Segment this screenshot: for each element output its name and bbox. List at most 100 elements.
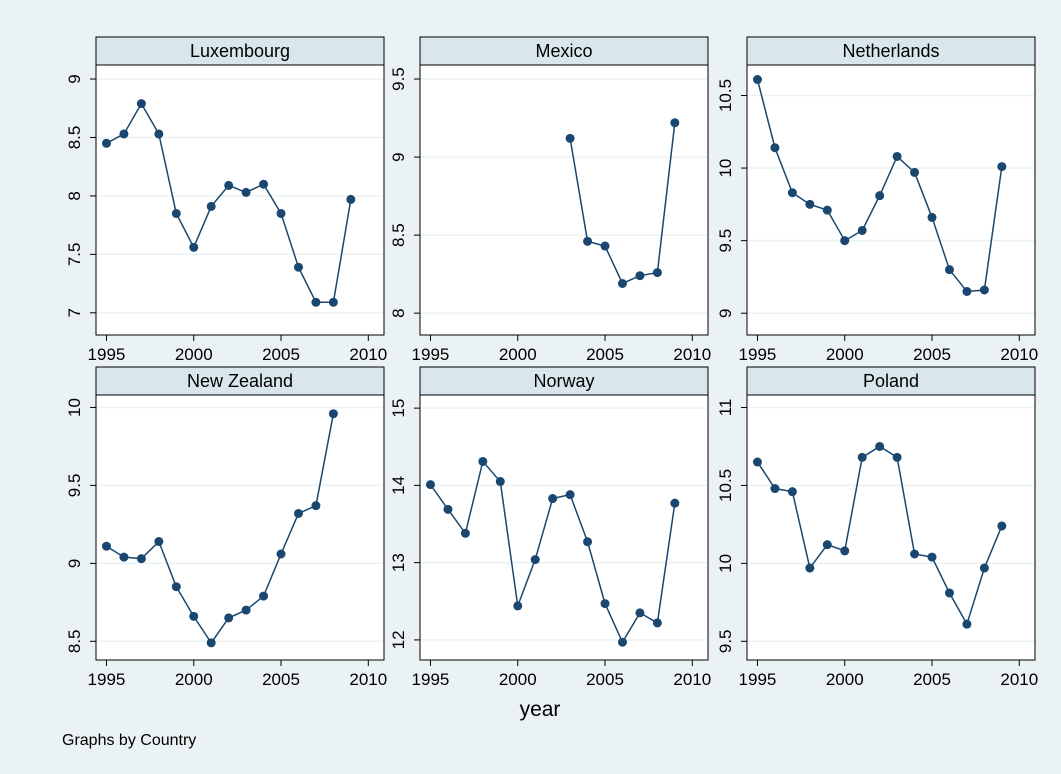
- y-tick-label: 8.5: [389, 223, 408, 247]
- point: [600, 599, 610, 609]
- point: [276, 549, 286, 559]
- y-tick-label: 9: [65, 74, 84, 83]
- point: [425, 480, 435, 490]
- plot-area: [95, 394, 385, 661]
- point: [241, 187, 251, 197]
- point: [787, 188, 797, 198]
- point: [962, 286, 972, 296]
- point: [997, 162, 1007, 172]
- point: [311, 501, 321, 511]
- point: [276, 208, 286, 218]
- x-tick-label: 2005: [913, 345, 951, 364]
- y-tick-label: 10.5: [716, 469, 735, 502]
- strip: [95, 36, 385, 66]
- point: [840, 546, 850, 556]
- point: [548, 494, 558, 504]
- point: [293, 262, 303, 272]
- point: [600, 241, 610, 251]
- point: [189, 242, 199, 252]
- point: [565, 490, 575, 500]
- point: [652, 268, 662, 278]
- point: [617, 637, 627, 647]
- point: [979, 285, 989, 295]
- strip: [746, 36, 1036, 66]
- point: [910, 167, 920, 177]
- panel-title: Mexico: [535, 41, 592, 61]
- point: [822, 540, 832, 550]
- y-tick-label: 9.5: [65, 474, 84, 498]
- point: [805, 199, 815, 209]
- point: [617, 278, 627, 288]
- x-tick-label: 1995: [412, 670, 450, 689]
- point: [670, 118, 680, 128]
- point: [311, 297, 321, 307]
- point: [979, 563, 989, 573]
- point: [997, 521, 1007, 531]
- point: [857, 225, 867, 235]
- x-tick-label: 2010: [349, 345, 387, 364]
- point: [206, 638, 216, 648]
- x-tick-label: 1995: [412, 345, 450, 364]
- panel-title: Norway: [533, 371, 594, 391]
- point: [787, 487, 797, 497]
- y-tick-label: 8: [389, 308, 408, 317]
- x-tick-label: 1995: [88, 670, 126, 689]
- point: [171, 582, 181, 592]
- point: [101, 541, 111, 551]
- x-tick-label: 2005: [262, 345, 300, 364]
- x-tick-label: 2010: [1000, 670, 1038, 689]
- point: [460, 528, 470, 538]
- point: [241, 605, 251, 615]
- point: [328, 409, 338, 419]
- panel-title: Poland: [863, 371, 919, 391]
- point: [293, 508, 303, 518]
- x-tick-label: 2000: [826, 670, 864, 689]
- point: [944, 265, 954, 275]
- point: [101, 138, 111, 148]
- point: [652, 618, 662, 628]
- point: [805, 563, 815, 573]
- y-tick-label: 13: [389, 553, 408, 572]
- panel-title: New Zealand: [187, 371, 293, 391]
- y-tick-label: 9.5: [389, 67, 408, 91]
- point: [513, 601, 523, 611]
- y-tick-label: 10: [716, 554, 735, 573]
- plot-area: [419, 394, 709, 661]
- x-tick-label: 2000: [826, 345, 864, 364]
- x-tick-label: 1995: [739, 345, 777, 364]
- plot-area: [746, 64, 1036, 336]
- point: [443, 504, 453, 514]
- y-tick-label: 9: [389, 152, 408, 161]
- x-tick-label: 2010: [673, 670, 711, 689]
- x-tick-label: 2000: [175, 345, 213, 364]
- y-tick-label: 8.5: [65, 629, 84, 653]
- y-tick-label: 9.5: [716, 229, 735, 253]
- plot-area: [746, 394, 1036, 661]
- point: [635, 271, 645, 281]
- x-axis-label: year: [520, 698, 561, 721]
- y-tick-label: 14: [389, 476, 408, 495]
- point: [822, 205, 832, 215]
- y-tick-label: 10.5: [716, 79, 735, 112]
- point: [119, 552, 129, 562]
- point: [136, 99, 146, 109]
- point: [875, 441, 885, 451]
- point: [944, 588, 954, 598]
- y-tick-label: 8: [65, 191, 84, 200]
- strip: [419, 36, 709, 66]
- point: [154, 129, 164, 139]
- panel-title: Netherlands: [842, 41, 939, 61]
- y-tick-label: 7.5: [65, 243, 84, 267]
- strip: [419, 366, 709, 396]
- note: Graphs by Country: [62, 732, 196, 749]
- point: [910, 549, 920, 559]
- point: [259, 179, 269, 189]
- point: [875, 191, 885, 201]
- point: [171, 208, 181, 218]
- point: [224, 613, 234, 623]
- y-tick-label: 15: [389, 399, 408, 418]
- point: [154, 537, 164, 547]
- point: [670, 498, 680, 508]
- x-tick-label: 2005: [262, 670, 300, 689]
